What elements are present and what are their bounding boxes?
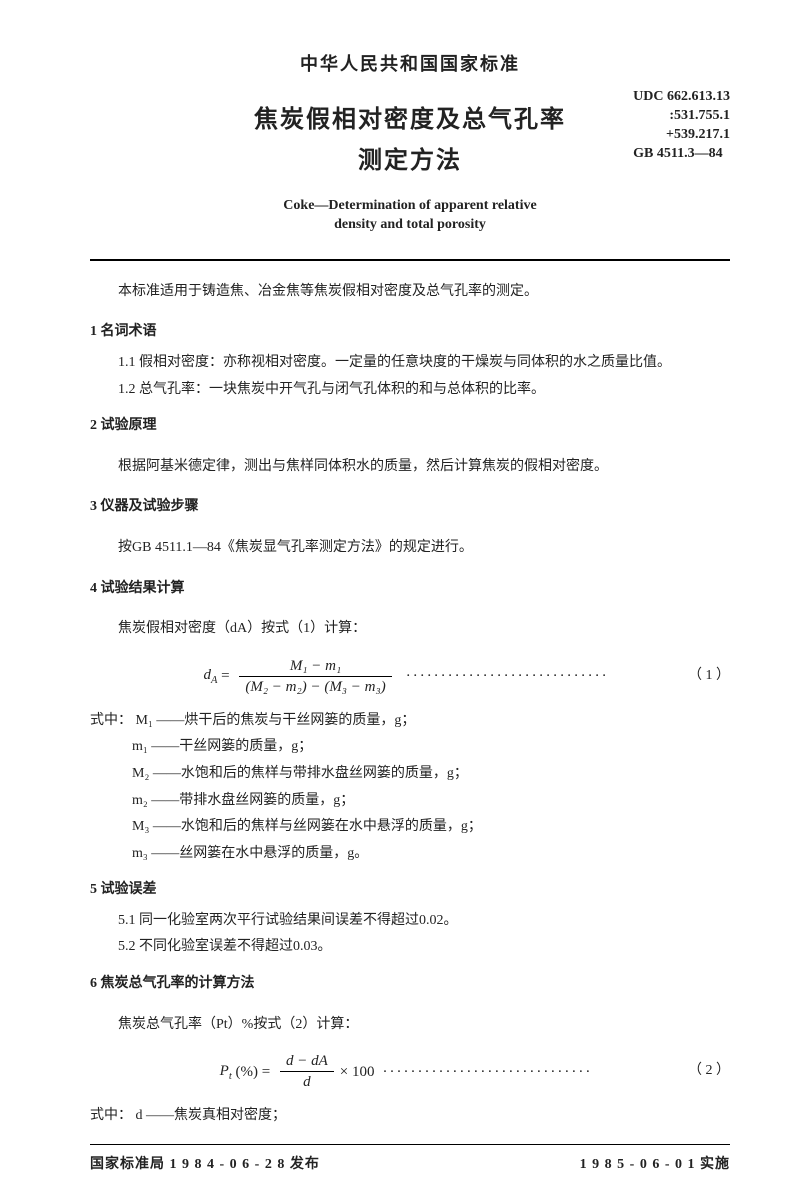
issue-date: 国家标准局 1 9 8 4 - 0 6 - 2 8 发布 bbox=[90, 1153, 320, 1173]
paragraph: 根据阿基米德定律，测出与焦样同体积水的质量，然后计算焦炭的假相对密度。 bbox=[90, 454, 730, 481]
equation-1: dA = M₁ − m₁ (M₂ − m₂) − (M₃ − m₃) ·····… bbox=[90, 657, 730, 696]
eq-unit: (%) bbox=[236, 1064, 259, 1080]
section-heading: 3 仪器及试验步骤 bbox=[90, 494, 730, 521]
intro-paragraph: 本标准适用于铸造焦、冶金焦等焦炭假相对密度及总气孔率的测定。 bbox=[90, 279, 730, 306]
en-title-line: Coke—Determination of apparent relative bbox=[90, 196, 730, 216]
divider bbox=[90, 1144, 730, 1145]
where-item: m₂ ——带排水盘丝网篓的质量，g； bbox=[132, 788, 730, 815]
effective-date: 1 9 8 5 - 0 6 - 0 1 实施 bbox=[580, 1153, 730, 1173]
where-item: M₂ ——水饱和后的焦样与带排水盘丝网篓的质量，g； bbox=[132, 761, 730, 788]
where-label: 式中： bbox=[90, 1108, 132, 1123]
where-item: m₃ ——丝网篓在水中悬浮的质量，g。 bbox=[132, 841, 730, 868]
section-heading: 5 试验误差 bbox=[90, 877, 730, 904]
udc-line: UDC 662.613.13 bbox=[633, 88, 730, 107]
eq-numerator: M₁ − m₁ bbox=[284, 657, 347, 675]
eq-denominator: d bbox=[297, 1073, 317, 1091]
paragraph: 焦炭假相对密度（dA）按式（1）计算： bbox=[90, 616, 730, 643]
where-item: d ——焦炭真相对密度； bbox=[136, 1108, 287, 1123]
paragraph: 焦炭总气孔率（Pt）%按式（2）计算： bbox=[90, 1012, 730, 1039]
paragraph: 按GB 4511.1—84《焦炭显气孔率测定方法》的规定进行。 bbox=[90, 535, 730, 562]
where-label: 式中： bbox=[90, 713, 132, 728]
divider bbox=[90, 259, 730, 261]
document-footer: 国家标准局 1 9 8 4 - 0 6 - 2 8 发布 1 9 8 5 - 0… bbox=[90, 1153, 730, 1173]
eq-dots: ····························· bbox=[406, 662, 609, 691]
clause: 1.1 假相对密度：亦称视相对密度。一定量的任意块度的干燥炭与同体积的水之质量比… bbox=[118, 350, 730, 377]
equation-number: （ 1 ） bbox=[688, 663, 730, 690]
section-heading: 2 试验原理 bbox=[90, 413, 730, 440]
eq-symbol: d bbox=[203, 667, 211, 683]
section-heading: 4 试验结果计算 bbox=[90, 576, 730, 603]
clause: 5.1 同一化验室两次平行试验结果间误差不得超过0.02。 bbox=[118, 908, 730, 935]
classification-codes: UDC 662.613.13 :531.755.1 +539.217.1 GB … bbox=[633, 88, 730, 164]
udc-line: :531.755.1 bbox=[633, 107, 730, 126]
section-heading: 1 名词术语 bbox=[90, 319, 730, 346]
equation-2: Pt (%) = d − dA d × 100 ················… bbox=[90, 1052, 730, 1091]
where-clause: 式中： M₁ ——烘干后的焦炭与干丝网篓的质量，g； bbox=[90, 708, 730, 735]
eq-numerator: d − dA bbox=[280, 1052, 334, 1070]
eq-denominator: (M₂ − m₂) − (M₃ − m₃) bbox=[239, 678, 391, 696]
eq-tail: × 100 bbox=[340, 1058, 375, 1087]
section-heading: 6 焦炭总气孔率的计算方法 bbox=[90, 971, 730, 998]
where-item: m₁ ——干丝网篓的质量，g； bbox=[132, 734, 730, 761]
where-clause: 式中： d ——焦炭真相对密度； bbox=[90, 1103, 730, 1130]
where-item: M₁ ——烘干后的焦炭与干丝网篓的质量，g； bbox=[136, 713, 416, 728]
eq-symbol: P bbox=[220, 1063, 229, 1079]
udc-line: +539.217.1 bbox=[633, 126, 730, 145]
eq-dots: ······························ bbox=[382, 1058, 592, 1087]
country-standard-title: 中华人民共和国国家标准 bbox=[90, 50, 730, 76]
clause: 1.2 总气孔率：一块焦炭中开气孔与闭气孔体积的和与总体积的比率。 bbox=[118, 377, 730, 404]
document-header: 中华人民共和国国家标准 UDC 662.613.13 :531.755.1 +5… bbox=[90, 50, 730, 235]
where-item: M₃ ——水饱和后的焦样与丝网篓在水中悬浮的质量，g； bbox=[132, 814, 730, 841]
gb-code: GB 4511.3—84 bbox=[633, 145, 730, 164]
document-title-english: Coke—Determination of apparent relative … bbox=[90, 196, 730, 235]
equation-number: （ 2 ） bbox=[688, 1058, 730, 1085]
clause: 5.2 不同化验室误差不得超过0.03。 bbox=[118, 934, 730, 961]
document-body: 本标准适用于铸造焦、冶金焦等焦炭假相对密度及总气孔率的测定。 1 名词术语 1.… bbox=[90, 279, 730, 1130]
en-title-line: density and total porosity bbox=[90, 215, 730, 235]
